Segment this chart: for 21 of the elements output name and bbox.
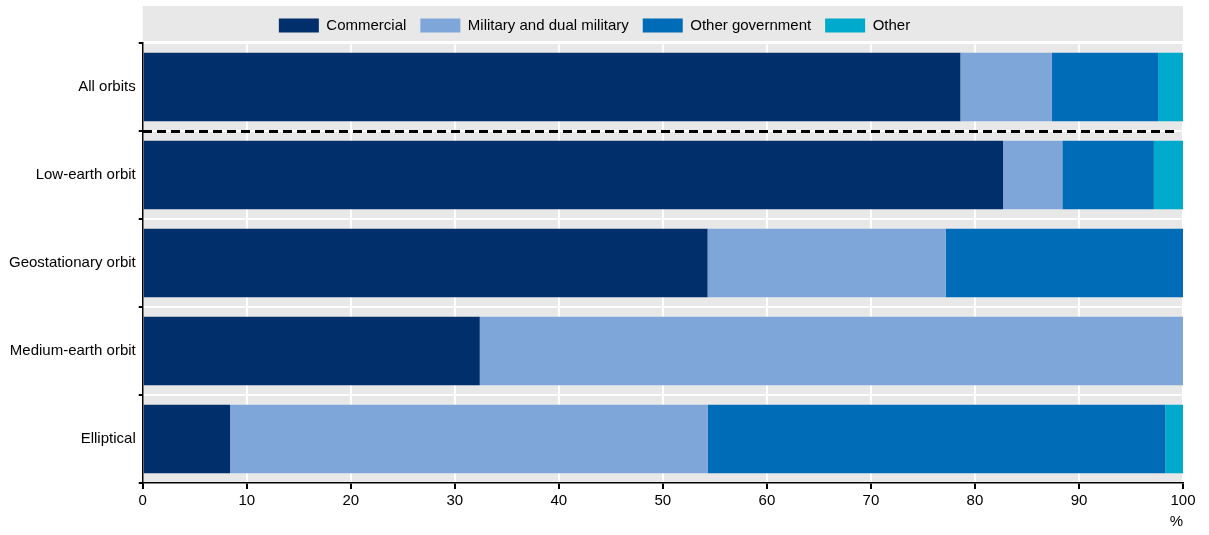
y-tick-label: Low-earth orbit [35, 165, 137, 183]
y-tick-label: All orbits [78, 77, 136, 95]
x-tick-label: 50 [654, 491, 672, 509]
x-tick-label: 100 [1170, 491, 1196, 509]
x-tick-label: 70 [862, 491, 880, 509]
x-tick-label: 90 [1070, 491, 1088, 509]
x-tick-label: 10 [238, 491, 256, 509]
x-axis-title: % [1169, 512, 1183, 530]
legend-label: Military and dual military [467, 15, 630, 33]
legend-label: Other [872, 15, 911, 33]
x-tick-label: 30 [446, 491, 464, 509]
y-tick-label: Geostationary orbit [9, 253, 137, 271]
y-tick-label: Medium-earth orbit [9, 341, 137, 359]
y-tick-label: Elliptical [80, 429, 136, 447]
x-tick-label: 80 [966, 491, 984, 509]
x-tick-label: 20 [342, 491, 360, 509]
x-tick-label: 40 [550, 491, 568, 509]
legend-label: Other government [690, 15, 812, 33]
x-tick-label: 0 [138, 491, 147, 509]
legend-label: Commercial [326, 15, 407, 33]
x-tick-label: 60 [758, 491, 776, 509]
